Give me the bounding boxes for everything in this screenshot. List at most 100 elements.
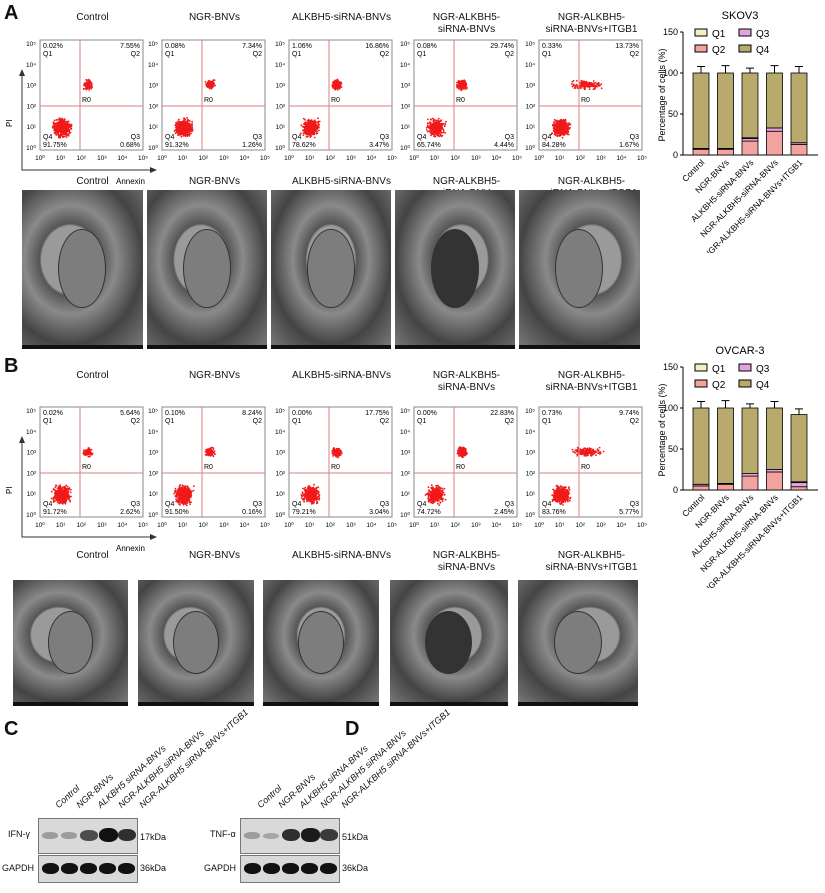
- cell-event-dot: [313, 120, 316, 123]
- cell-event-dot: [183, 485, 186, 488]
- group-title: NGR-ALKBH5-siRNA-BNVs+ITGB1: [524, 370, 659, 394]
- cell-event-dot: [310, 122, 313, 125]
- cell-event-dot: [307, 125, 310, 128]
- cell-event-dot: [58, 135, 60, 138]
- cell-event-dot: [206, 451, 208, 454]
- group-title-line1: NGR-ALKBH5-: [557, 370, 626, 381]
- x-tick-label: 10⁴: [117, 155, 127, 162]
- cell-event-dot: [566, 127, 568, 130]
- cell-event-dot: [304, 118, 306, 121]
- cell-event-dot: [182, 135, 185, 137]
- cell-event-dot: [52, 488, 55, 490]
- cell-event-dot: [433, 119, 436, 122]
- cell-event-dot: [180, 120, 182, 123]
- cell-event-dot: [189, 120, 191, 122]
- group-title: NGR-ALKBH5-siRNA-BNVs+ITGB1: [524, 12, 659, 36]
- cell-event-dot: [211, 453, 214, 455]
- y-tick-label: 10²: [27, 470, 37, 477]
- cell-event-dot: [465, 88, 467, 90]
- cell-event-dot: [184, 129, 187, 131]
- group-title: ALKBH5-siRNA-BNVs: [274, 370, 409, 382]
- cell-event-dot: [69, 499, 71, 502]
- cell-event-dot: [55, 119, 58, 121]
- cell-event-dot: [65, 131, 67, 134]
- y-tick-label: 10³: [149, 83, 159, 90]
- cell-event-dot: [206, 82, 208, 85]
- cell-event-dot: [65, 489, 68, 492]
- y-tick-label: 10⁴: [26, 62, 36, 69]
- x-tick-label: 10⁴: [366, 155, 376, 162]
- cell-event-dot: [596, 83, 598, 86]
- cell-event-dot: [65, 499, 67, 502]
- q3-label: Q3: [380, 134, 389, 141]
- q4-label: Q4: [165, 501, 174, 508]
- cell-event-dot: [563, 130, 566, 132]
- q4-label: Q4: [165, 134, 174, 141]
- cell-event-dot: [213, 82, 215, 85]
- group-title-line1: NGR-ALKBH5-: [432, 370, 501, 381]
- cell-event-dot: [437, 117, 440, 120]
- cell-event-dot: [597, 81, 600, 84]
- cell-event-dot: [68, 128, 71, 131]
- cell-event-dot: [553, 128, 556, 131]
- group-title-line1: Control: [76, 12, 109, 23]
- q2-percent: 8.24%: [242, 410, 262, 417]
- cell-event-dot: [183, 487, 185, 490]
- cell-event-dot: [64, 498, 67, 501]
- cell-event-dot: [557, 120, 560, 123]
- cell-event-dot: [444, 122, 447, 125]
- q3-percent: 3.47%: [369, 142, 389, 149]
- cell-event-dot: [594, 82, 597, 84]
- x-tick-label: 10⁴: [616, 155, 626, 162]
- panel-label-d: D: [345, 718, 360, 740]
- cell-event-dot: [186, 117, 188, 119]
- x-tick-label: 10⁵: [512, 155, 522, 162]
- cell-event-dot: [180, 487, 183, 490]
- cell-event-dot: [50, 490, 53, 493]
- cell-event-dot: [187, 129, 190, 132]
- cell-event-dot: [89, 453, 92, 456]
- x-tick-label: 10¹: [178, 155, 188, 162]
- q3-label: Q3: [630, 134, 639, 141]
- cell-event-dot: [181, 126, 184, 129]
- cell-event-dot: [58, 117, 60, 120]
- cell-event-dot: [597, 85, 600, 87]
- y-tick-label: 10⁰: [525, 144, 535, 152]
- cell-event-dot: [180, 489, 182, 492]
- cell-event-dot: [69, 500, 71, 503]
- gate-label: R0: [82, 464, 91, 471]
- cell-event-dot: [179, 504, 181, 506]
- cell-event-dot: [439, 125, 442, 128]
- flow-cytometry-plot: 0.08%Q17.34%Q21.26%Q391.32%Q4R010⁰10⁰10¹…: [148, 39, 270, 162]
- cell-event-dot: [86, 451, 88, 454]
- cell-event-dot: [437, 126, 440, 129]
- q4-percent: 91.50%: [165, 509, 189, 516]
- cell-event-dot: [55, 134, 58, 136]
- cell-event-dot: [551, 132, 553, 135]
- cell-event-dot: [465, 83, 468, 86]
- q4-percent: 91.75%: [43, 142, 67, 149]
- cell-event-dot: [314, 122, 317, 125]
- cell-event-dot: [59, 137, 62, 139]
- cell-event-dot: [183, 120, 186, 123]
- x-tick-label: 10¹: [56, 155, 66, 162]
- cell-event-dot: [551, 124, 554, 127]
- cell-event-dot: [53, 129, 56, 132]
- x-tick-label: 10⁰: [284, 154, 294, 162]
- cell-event-dot: [592, 88, 595, 91]
- cell-event-dot: [56, 501, 59, 504]
- cell-event-dot: [67, 120, 70, 123]
- q1-label: Q1: [43, 51, 52, 58]
- cell-event-dot: [557, 134, 560, 137]
- cell-event-dot: [52, 125, 54, 127]
- cell-event-dot: [88, 89, 90, 91]
- cell-event-dot: [188, 134, 191, 137]
- cell-event-dot: [337, 84, 339, 86]
- cell-event-dot: [318, 123, 320, 126]
- cell-event-dot: [600, 87, 603, 90]
- cell-event-dot: [70, 123, 73, 126]
- cell-event-dot: [557, 127, 559, 130]
- y-tick-label: 10¹: [526, 124, 536, 131]
- cell-event-dot: [186, 496, 189, 498]
- cell-event-dot: [67, 498, 70, 501]
